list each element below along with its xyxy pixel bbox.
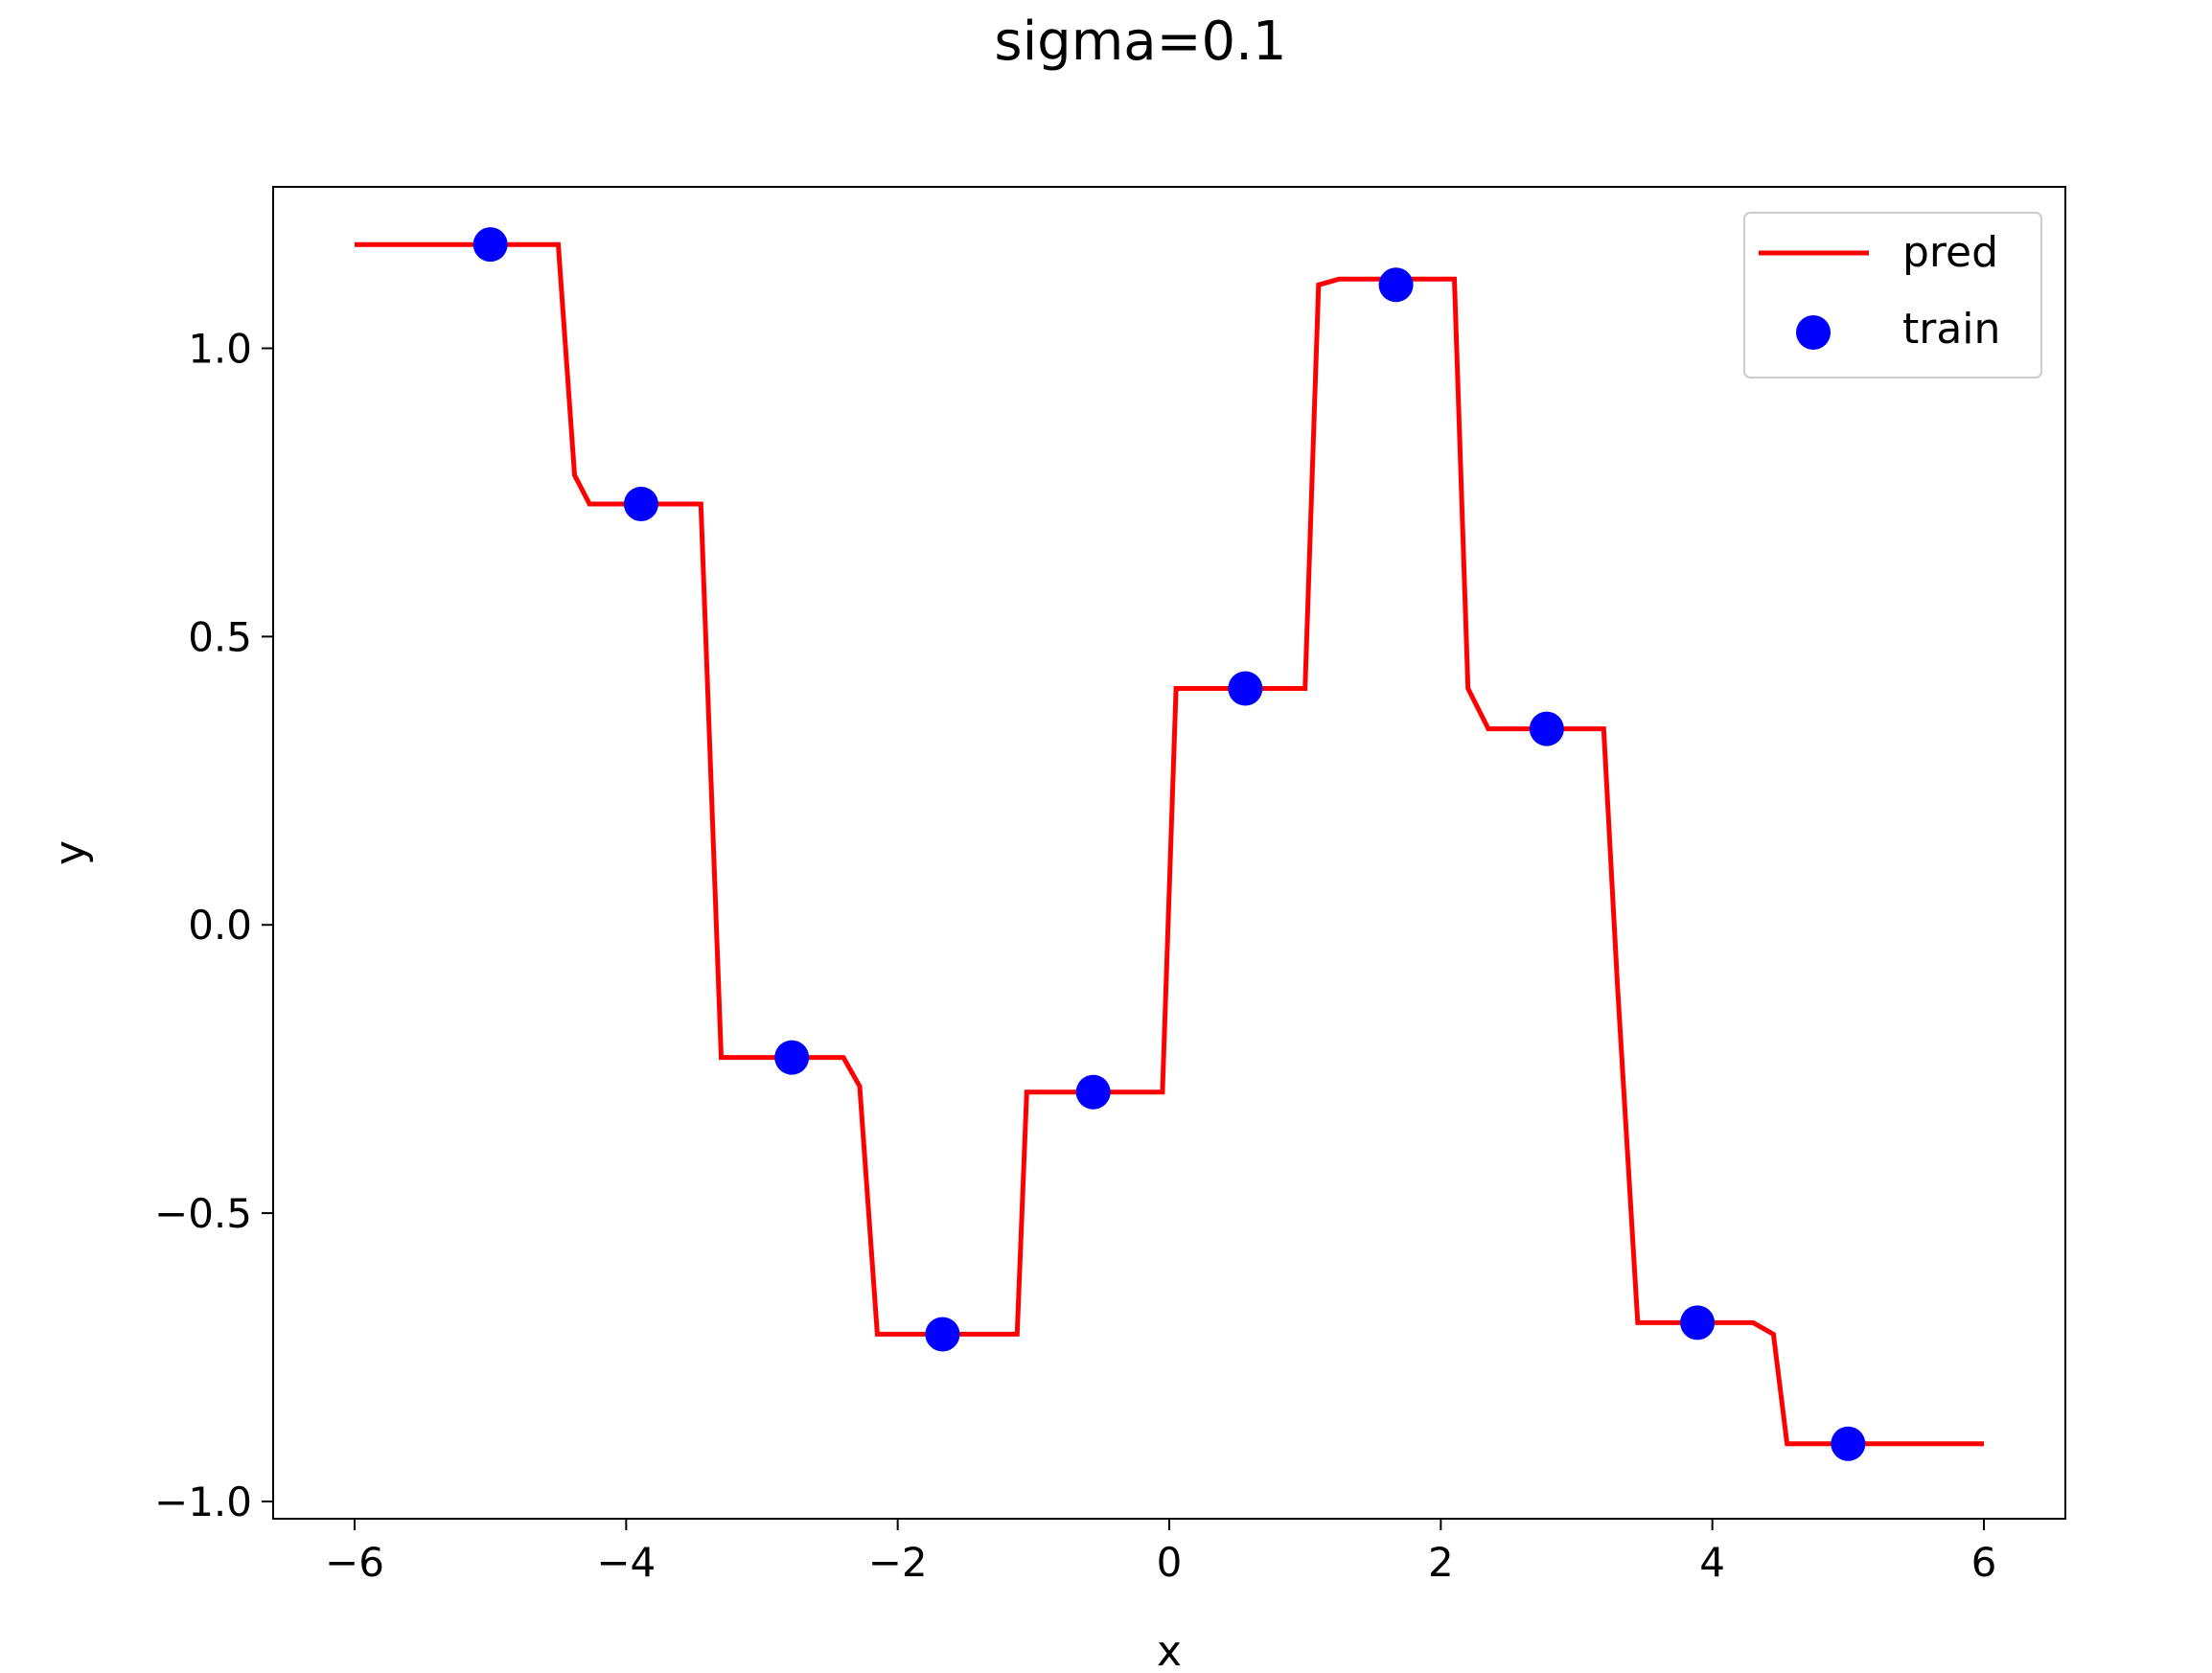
x-tick-label: −6: [325, 1539, 384, 1586]
y-tick-label: 0.5: [188, 613, 252, 660]
x-tick-label: 0: [1157, 1539, 1183, 1586]
x-tick-label: −4: [596, 1539, 656, 1586]
legend: pred train: [1743, 212, 2042, 378]
y-axis-ticks: −1.0 −0.5 0.0 0.5 1.0: [154, 325, 273, 1525]
x-tick-label: 4: [1699, 1539, 1725, 1586]
train-point: [1831, 1426, 1866, 1461]
x-axis-label: x: [1157, 1627, 1182, 1673]
legend-train-label: train: [1902, 305, 2000, 354]
train-point: [774, 1040, 810, 1075]
pred-line: [355, 241, 1984, 1447]
train-point: [1378, 267, 1414, 303]
train-point: [1228, 671, 1263, 706]
chart-title: sigma=0.1: [994, 11, 1286, 73]
y-tick-label: 0.0: [188, 902, 252, 949]
legend-pred-label: pred: [1902, 228, 1998, 277]
legend-train-marker: [1796, 315, 1831, 350]
y-tick-label: −1.0: [154, 1478, 252, 1525]
y-tick-label: 1.0: [188, 325, 252, 372]
train-point: [925, 1317, 960, 1352]
series-layer: [355, 227, 1984, 1461]
x-tick-label: 6: [1971, 1539, 1997, 1586]
train-point: [623, 486, 658, 521]
train-point: [1075, 1074, 1111, 1110]
y-axis-label: y: [46, 840, 95, 865]
x-tick-label: −2: [868, 1539, 928, 1586]
train-point: [1680, 1305, 1716, 1341]
train-point: [472, 227, 508, 263]
train-point: [1529, 711, 1564, 746]
y-tick-label: −0.5: [154, 1190, 252, 1237]
x-tick-label: 2: [1428, 1539, 1454, 1586]
x-axis-ticks: −6 −4 −2 0 2 4 6: [325, 1519, 1996, 1586]
